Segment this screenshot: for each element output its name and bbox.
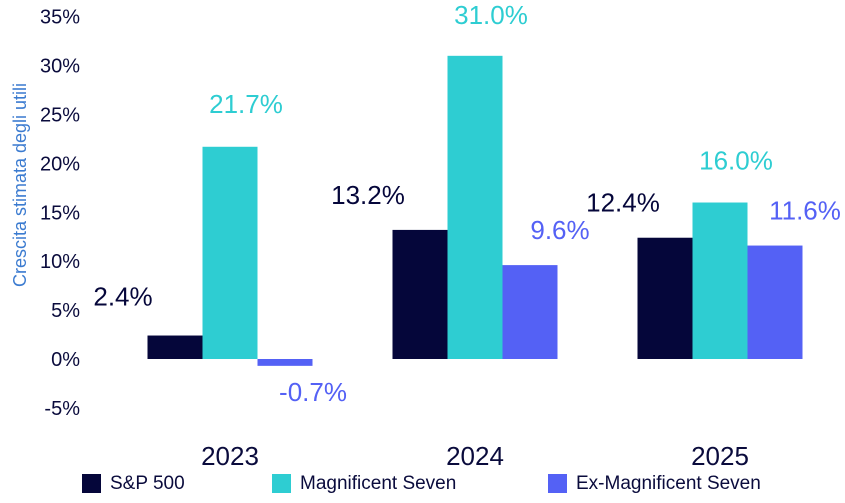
y-tick-label: 15% [40, 202, 80, 224]
y-tick-label: 5% [51, 300, 80, 322]
bar [147, 335, 203, 359]
legend-swatch [272, 474, 291, 493]
category-label: 2024 [446, 441, 504, 471]
data-label: 9.6% [530, 215, 589, 245]
bar [257, 359, 313, 366]
y-tick-label: -5% [44, 398, 80, 420]
legend-swatch [548, 474, 567, 493]
bar [637, 237, 693, 359]
data-label: 12.4% [586, 188, 660, 218]
legend-label: S&P 500 [110, 473, 185, 494]
legend: S&P 500 Magnificent Seven Ex-Magnificent S… [82, 473, 761, 494]
category-label: 2023 [201, 441, 259, 471]
data-label: 31.0% [454, 0, 528, 30]
y-tick-label: 20% [40, 153, 80, 175]
y-axis-ticks: -5% 0% 5% 10% 15% 20% 25% 30% 35% [40, 7, 80, 420]
y-tick-label: 25% [40, 105, 80, 127]
bar [747, 245, 803, 359]
y-tick-label: 10% [40, 251, 80, 273]
data-label: 11.6% [769, 196, 841, 226]
data-label: 16.0% [699, 146, 773, 176]
y-tick-label: 30% [40, 56, 80, 78]
data-label: -0.7% [279, 377, 347, 407]
y-tick-label: 0% [51, 349, 80, 371]
bar [202, 146, 258, 359]
data-labels: 2.4% 21.7% -0.7% 13.2% 31.0% 9.6%12.4% 16.0% 11… [93, 0, 841, 407]
bar [692, 202, 748, 359]
legend-label: Ex-Magnificent Seven [576, 473, 761, 494]
bar [447, 55, 503, 359]
data-label: 21.7% [209, 89, 283, 119]
data-label: 13.2% [331, 180, 405, 210]
y-axis-label: Crescita stimata degli utili [10, 83, 30, 287]
data-label: 2.4% [93, 282, 152, 312]
category-label: 2025 [691, 441, 749, 471]
legend-label: Magnificent Seven [300, 473, 456, 494]
bar [392, 229, 448, 359]
y-tick-label: 35% [40, 7, 80, 29]
x-axis-categories: 2023 2024 2025 [201, 441, 749, 471]
bars [147, 55, 803, 366]
bar [502, 265, 558, 359]
legend-swatch [82, 474, 101, 493]
